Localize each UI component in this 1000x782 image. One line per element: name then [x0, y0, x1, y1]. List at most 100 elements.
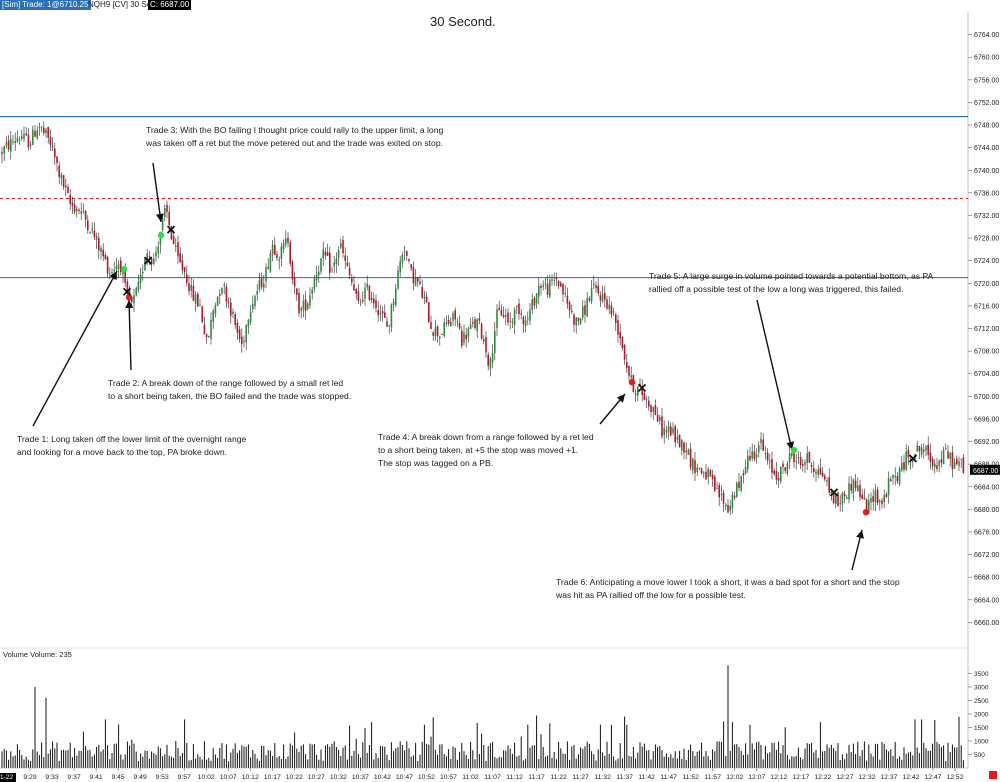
- candle-body: [419, 281, 421, 284]
- x-tick-label: 11:57: [704, 774, 721, 781]
- candle-body: [654, 405, 657, 416]
- y-tick-label: 6700.00: [974, 394, 999, 401]
- candle-body: [780, 466, 782, 482]
- candle-body: [487, 354, 489, 366]
- candle-body: [278, 259, 280, 261]
- candle-body: [412, 266, 415, 284]
- candle-body: [188, 283, 190, 292]
- candle-body: [291, 261, 294, 280]
- candle-body: [542, 285, 544, 287]
- y-tick-label: 6692.00: [974, 439, 999, 446]
- candle-body: [126, 281, 129, 292]
- candle-body: [205, 334, 208, 338]
- candle-body: [232, 311, 234, 315]
- annotation-line: The stop was tagged on a PB.: [378, 458, 494, 468]
- y-tick-label: 6764.00: [974, 32, 999, 39]
- candle-body: [599, 295, 602, 301]
- candle-body: [821, 472, 824, 477]
- candle-body: [912, 460, 914, 463]
- candle-body: [674, 426, 676, 443]
- x-tick-label: 11:17: [528, 774, 545, 781]
- candle-body: [467, 328, 470, 337]
- y-tick-label: 6684.00: [974, 484, 999, 491]
- sim-badge[interactable]: [Sim]: [0, 0, 23, 10]
- candle-body: [434, 327, 437, 337]
- x-tick-label: 11:42: [638, 774, 655, 781]
- candle-body: [828, 476, 830, 493]
- y-tick-label: 6756.00: [974, 77, 999, 84]
- trade-badge[interactable]: Trade: 1@6710.25: [20, 0, 91, 10]
- candle-body: [597, 285, 599, 294]
- candle-body: [282, 243, 285, 250]
- candle-body: [98, 237, 100, 251]
- candle-body: [177, 242, 179, 257]
- candle-body: [203, 324, 206, 334]
- volume-tick-label: 2500: [974, 698, 989, 705]
- candle-body: [441, 334, 443, 335]
- candle-body: [839, 503, 841, 505]
- candle-body: [100, 248, 102, 253]
- candle-body: [709, 470, 712, 477]
- arrow-head: [155, 213, 164, 222]
- candle-body: [850, 484, 852, 491]
- candle-body: [38, 127, 41, 129]
- candle-body: [236, 322, 239, 333]
- candle-body: [951, 452, 954, 469]
- candle-body: [318, 271, 320, 276]
- candle-body: [751, 451, 753, 459]
- candle-body: [696, 467, 698, 472]
- entry-marker: [628, 378, 636, 386]
- candle-body: [601, 293, 604, 302]
- candle-body: [357, 291, 360, 302]
- candle-body: [333, 262, 335, 267]
- candle-body: [947, 451, 949, 459]
- candle-body: [113, 269, 115, 272]
- candle-body: [353, 284, 355, 291]
- candle-body: [230, 302, 232, 316]
- candle-body: [483, 338, 485, 342]
- x-tick-label: 9:29: [23, 774, 36, 781]
- entry-marker: [790, 446, 798, 454]
- candle-body: [223, 284, 225, 286]
- candle-body: [520, 313, 522, 315]
- candle-body: [249, 311, 252, 323]
- annotation-line: Trade 1: Long taken off the lower limit …: [17, 434, 247, 444]
- last-price-marker: [970, 464, 1000, 475]
- candle-body: [815, 472, 817, 474]
- candle-body: [60, 174, 63, 179]
- candle-body: [73, 204, 76, 213]
- candle-body: [489, 359, 492, 369]
- candle-body: [43, 127, 45, 134]
- candle-body: [478, 318, 481, 321]
- candle-body: [575, 317, 577, 326]
- candle-body: [285, 238, 287, 245]
- candle-body: [417, 277, 419, 282]
- candle-body: [753, 451, 756, 460]
- candle-body: [606, 299, 608, 309]
- volume-tick-label: 1500: [974, 725, 989, 732]
- candle-body: [762, 439, 764, 451]
- candle-body: [529, 309, 531, 322]
- candle-body: [711, 474, 714, 479]
- candle-body: [841, 492, 844, 505]
- candle-body: [846, 497, 848, 499]
- candle-body: [414, 277, 417, 286]
- candle-body: [54, 148, 56, 158]
- exit-marker: [143, 256, 153, 265]
- candle-body: [903, 462, 905, 470]
- candle-body: [78, 209, 80, 212]
- instrument-label[interactable]: NQH9 [CV] 30 Sec #1: [88, 0, 167, 9]
- candle-body: [887, 478, 890, 495]
- x-tick-label: 9:41: [89, 774, 102, 781]
- candle-body: [137, 281, 140, 291]
- x-tick-label: 10:52: [418, 774, 435, 781]
- candle-body: [47, 126, 49, 138]
- candle-body: [93, 230, 96, 238]
- candle-body: [274, 244, 276, 255]
- candle-body: [665, 430, 668, 432]
- arrow-head: [125, 300, 134, 309]
- candle-body: [562, 283, 564, 295]
- candle-body: [573, 314, 575, 325]
- annotation-arrow: [756, 299, 793, 451]
- candle-body: [340, 243, 342, 248]
